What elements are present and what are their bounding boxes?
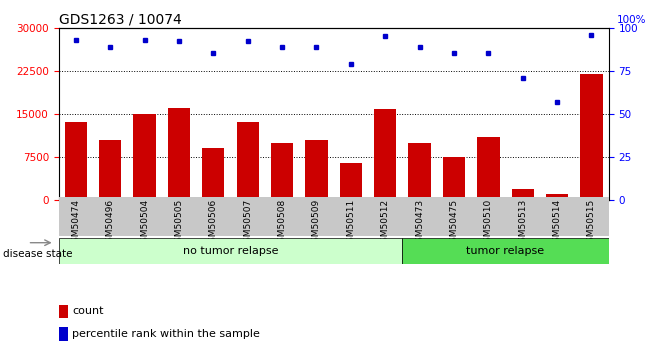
Bar bbox=[202, 148, 225, 200]
Text: disease state: disease state bbox=[3, 249, 73, 258]
Bar bbox=[64, 122, 87, 200]
Text: GSM50514: GSM50514 bbox=[553, 199, 562, 248]
Text: GSM50511: GSM50511 bbox=[346, 199, 355, 248]
Text: GSM50510: GSM50510 bbox=[484, 199, 493, 248]
Text: 100%: 100% bbox=[617, 15, 646, 25]
Bar bbox=[59, 238, 402, 264]
Text: GSM50507: GSM50507 bbox=[243, 199, 252, 248]
Text: GDS1263 / 10074: GDS1263 / 10074 bbox=[59, 12, 182, 27]
Bar bbox=[59, 197, 609, 236]
Bar bbox=[133, 114, 156, 200]
Text: percentile rank within the sample: percentile rank within the sample bbox=[72, 329, 260, 339]
Text: GSM50504: GSM50504 bbox=[140, 199, 149, 248]
Bar bbox=[305, 140, 327, 200]
Text: GSM50506: GSM50506 bbox=[209, 199, 218, 248]
Bar bbox=[271, 142, 293, 200]
Text: GSM50508: GSM50508 bbox=[277, 199, 286, 248]
Text: GSM50473: GSM50473 bbox=[415, 199, 424, 248]
Bar bbox=[580, 73, 603, 200]
Text: tumor relapse: tumor relapse bbox=[467, 246, 545, 256]
Bar bbox=[168, 108, 190, 200]
Bar bbox=[402, 238, 609, 264]
Bar bbox=[443, 157, 465, 200]
Text: GSM50475: GSM50475 bbox=[449, 199, 458, 248]
Bar bbox=[374, 109, 396, 200]
Text: no tumor relapse: no tumor relapse bbox=[183, 246, 278, 256]
Text: GSM50474: GSM50474 bbox=[71, 199, 80, 248]
Text: GSM50515: GSM50515 bbox=[587, 199, 596, 248]
Bar bbox=[59, 305, 68, 318]
Text: GSM50513: GSM50513 bbox=[518, 199, 527, 248]
Bar bbox=[408, 142, 431, 200]
Text: GSM50496: GSM50496 bbox=[105, 199, 115, 248]
Bar bbox=[512, 189, 534, 200]
Text: GSM50512: GSM50512 bbox=[381, 199, 390, 248]
Bar bbox=[59, 327, 68, 341]
Bar bbox=[477, 137, 499, 200]
Text: GSM50509: GSM50509 bbox=[312, 199, 321, 248]
Text: GSM50505: GSM50505 bbox=[174, 199, 184, 248]
Bar bbox=[546, 194, 568, 200]
Bar bbox=[340, 163, 362, 200]
Bar bbox=[99, 140, 121, 200]
Text: count: count bbox=[72, 306, 104, 316]
Bar bbox=[236, 122, 259, 200]
